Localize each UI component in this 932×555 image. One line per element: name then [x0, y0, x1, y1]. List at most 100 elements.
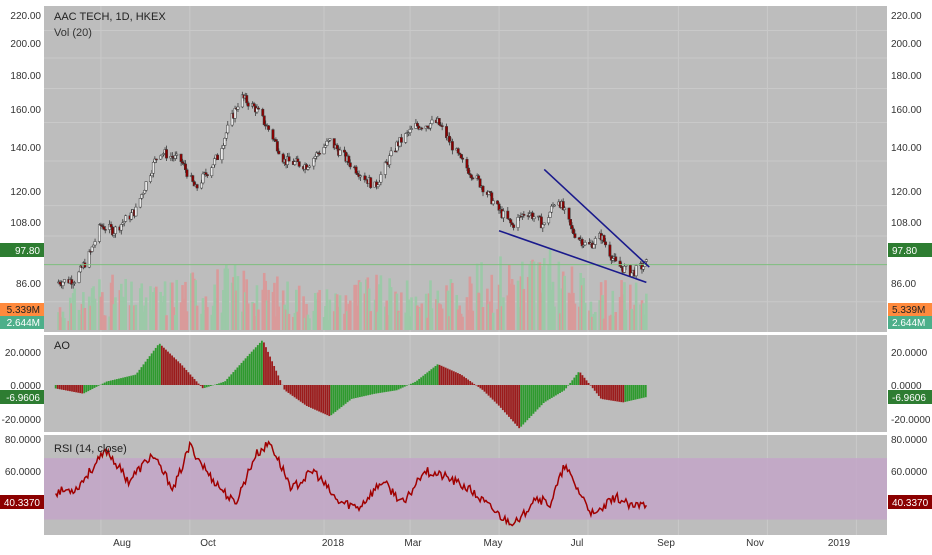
- chart-title: AAC TECH, 1D, HKEX: [54, 11, 166, 23]
- ao-bar: [96, 385, 98, 387]
- volume-bar: [533, 261, 536, 330]
- volume-bar: [308, 318, 311, 330]
- ao-bar: [608, 385, 610, 400]
- rsi-axis-left: 80.0000 60.0000: [5, 435, 42, 478]
- ao-bar: [441, 366, 443, 385]
- candle-down: [205, 173, 207, 175]
- candle-down: [297, 159, 299, 162]
- ao-bar: [371, 385, 373, 394]
- ao-bar: [412, 383, 414, 385]
- ao-bar: [612, 385, 614, 401]
- ao-bar: [465, 378, 467, 385]
- candle-up: [645, 260, 647, 262]
- time-tick: Mar: [404, 538, 422, 549]
- candle-down: [421, 128, 423, 129]
- candle-up: [62, 282, 64, 286]
- candle-up: [635, 266, 637, 276]
- candle-up: [625, 265, 627, 266]
- ao-bar: [232, 372, 234, 385]
- ao-bar: [288, 385, 290, 393]
- candle-down: [165, 150, 167, 159]
- time-tick: Oct: [200, 538, 216, 549]
- ao-bar: [294, 385, 296, 397]
- price-tick: 200.00: [10, 39, 41, 50]
- candle-up: [502, 211, 504, 218]
- ao-bar: [520, 385, 522, 427]
- candle-down: [59, 282, 61, 284]
- candle-up: [380, 174, 382, 182]
- volume-bar: [145, 297, 148, 330]
- ao-bar: [518, 385, 520, 428]
- price-tick: 200.00: [891, 39, 922, 50]
- ao-bar: [253, 349, 255, 385]
- volume-bar: [226, 269, 229, 330]
- volume-bar: [369, 311, 372, 330]
- ao-bar: [633, 385, 635, 400]
- volume-bar: [584, 303, 587, 330]
- candle-up: [543, 223, 545, 225]
- ao-bar: [347, 385, 349, 402]
- ao-bar: [353, 385, 355, 398]
- candle-down: [247, 103, 249, 106]
- rsi-tick: 80.0000: [891, 435, 928, 446]
- candle-down: [572, 229, 574, 234]
- ao-bar: [132, 375, 134, 385]
- volume-bar: [339, 295, 342, 330]
- ao-bar: [122, 378, 124, 385]
- ao-bar: [388, 385, 390, 392]
- candle-up: [642, 267, 644, 270]
- volume-bar: [635, 283, 638, 330]
- candle-up: [313, 158, 315, 166]
- rsi-tag-right: 40.3370: [888, 495, 932, 509]
- ao-bar: [243, 361, 245, 385]
- ao-bar: [418, 379, 420, 385]
- ao-bar: [377, 385, 379, 393]
- ao-bar: [245, 358, 247, 385]
- ao-bar: [200, 385, 202, 386]
- ao-bar: [533, 385, 535, 414]
- candle-down: [569, 219, 571, 225]
- candle-up: [149, 176, 151, 182]
- ao-bar: [316, 385, 318, 411]
- ao-bar: [559, 385, 561, 393]
- ao-bar: [592, 385, 594, 388]
- candle-up: [429, 124, 431, 128]
- ao-bar: [300, 385, 302, 402]
- ao-bar: [506, 385, 508, 415]
- candle-down: [253, 104, 255, 107]
- candle-down: [571, 225, 573, 229]
- ao-bar: [433, 368, 435, 385]
- volume-bar: [349, 301, 352, 330]
- ao-bar: [181, 365, 183, 385]
- candle-up: [547, 217, 549, 222]
- volume-bar: [278, 307, 281, 330]
- candle-up: [528, 214, 530, 216]
- ao-bar: [257, 345, 259, 385]
- ao-bar: [406, 385, 408, 386]
- price-tick: 120.00: [891, 187, 922, 198]
- candle-up: [91, 247, 93, 252]
- candle-up: [222, 145, 224, 148]
- volume-bar: [267, 290, 270, 330]
- svg-text:2.644M: 2.644M: [892, 318, 925, 329]
- candle-down: [267, 126, 269, 130]
- ao-bar: [106, 382, 108, 385]
- ao-bar: [251, 352, 253, 385]
- ao-tick: 20.0000: [891, 348, 928, 359]
- ao-bar: [296, 385, 298, 399]
- candle-up: [390, 151, 392, 156]
- volume-bar: [523, 289, 526, 330]
- volume-tag-right: 5.339M: [888, 303, 932, 316]
- volume-bar: [594, 312, 597, 330]
- ao-bar: [161, 346, 163, 385]
- ao-bar: [222, 382, 224, 385]
- ao-bar: [484, 385, 486, 392]
- ao-bar: [275, 371, 277, 385]
- ao-bar: [134, 375, 136, 385]
- ao-bar: [343, 385, 345, 405]
- ao-bar: [273, 366, 275, 385]
- ao-bar: [629, 385, 631, 401]
- ao-tick: -20.0000: [2, 415, 42, 426]
